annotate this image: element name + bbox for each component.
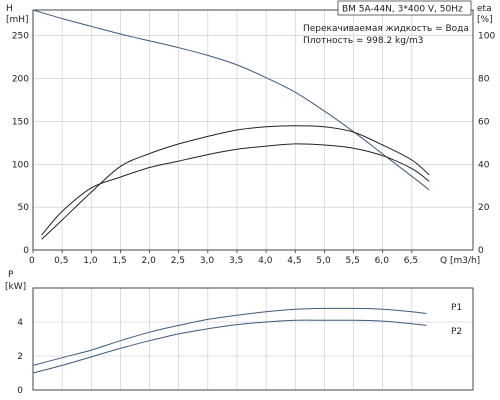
x-tick-label: 2,0 bbox=[142, 256, 157, 266]
power-curve-p1 bbox=[32, 307, 427, 366]
bottom-axes-frame bbox=[32, 287, 474, 391]
legend-p2: P2 bbox=[451, 327, 462, 337]
p-tick-label: 0 bbox=[17, 386, 23, 396]
eta-tick-label: 40 bbox=[478, 160, 490, 170]
density-annotation: Плотность = 998.2 kg/m3 bbox=[303, 36, 424, 46]
x-tick-label: 5,0 bbox=[316, 256, 331, 266]
h-tick-label: 250 bbox=[12, 32, 29, 42]
eta-tick-label: 100 bbox=[478, 32, 495, 42]
h-tick-label: 50 bbox=[18, 203, 30, 213]
model-title: BM 5A-44N, 3*400 V, 50Hz bbox=[342, 5, 463, 15]
eta-tick-label: 0 bbox=[478, 246, 484, 256]
x-tick-label: 6,5 bbox=[404, 256, 418, 266]
top-tick-labels: 0 0,5 1,0 1,5 2,0 2,5 3,0 3,5 4,0 4,5 5,0 5,5 6,0 6,5… bbox=[12, 32, 496, 266]
h-axis-unit: [mH] bbox=[6, 15, 29, 25]
h-tick-label: 200 bbox=[12, 75, 29, 85]
x-tick-label: 3,0 bbox=[200, 256, 215, 266]
h-tick-label: 0 bbox=[23, 246, 29, 256]
bottom-plot-area bbox=[33, 288, 473, 390]
p-axis-unit: [kW] bbox=[5, 282, 26, 292]
eta-axis-unit: [%] bbox=[477, 15, 493, 25]
top-plot-area bbox=[33, 10, 473, 250]
x-tick-label: 0,5 bbox=[54, 256, 68, 266]
top-grid bbox=[32, 10, 473, 251]
model-badge: BM 5A-44N, 3*400 V, 50Hz bbox=[337, 0, 472, 16]
p-tick-label: 2 bbox=[17, 352, 23, 362]
power-curve-p2 bbox=[32, 319, 427, 374]
top-series-group bbox=[32, 9, 430, 240]
eta-axis-label: eta bbox=[477, 4, 492, 14]
x-tick-label: 1,5 bbox=[112, 256, 126, 266]
p-axis-label: P bbox=[8, 270, 14, 280]
h-tick-label: 100 bbox=[12, 160, 29, 170]
x-axis-label: Q [m3/h] bbox=[440, 256, 480, 266]
x-tick-label: 4,5 bbox=[287, 256, 301, 266]
x-tick-label: 0 bbox=[29, 256, 35, 266]
head-curve bbox=[32, 9, 430, 191]
h-tick-label: 150 bbox=[12, 117, 29, 127]
efficiency-curve-2 bbox=[41, 143, 430, 236]
x-tick-label: 6,0 bbox=[375, 256, 390, 266]
top-frame-rect bbox=[32, 9, 474, 251]
x-tick-label: 3,5 bbox=[229, 256, 243, 266]
top-axes-frame bbox=[32, 9, 474, 253]
p-tick-label: 4 bbox=[17, 318, 23, 328]
eta-tick-label: 60 bbox=[478, 117, 490, 127]
x-tick-label: 1,0 bbox=[83, 256, 98, 266]
x-tick-label: 5,5 bbox=[346, 256, 360, 266]
bottom-series-group bbox=[32, 307, 427, 374]
bottom-frame-rect bbox=[32, 287, 474, 391]
legend-p1: P1 bbox=[451, 303, 462, 313]
x-tick-label: 2,5 bbox=[171, 256, 185, 266]
h-axis-label: H bbox=[6, 4, 13, 14]
x-tick-label: 4,0 bbox=[258, 256, 273, 266]
bottom-tick-labels: 0 2 4 bbox=[17, 318, 23, 396]
eta-tick-label: 80 bbox=[478, 75, 490, 85]
eta-tick-label: 20 bbox=[478, 203, 490, 213]
fluid-annotation: Перекачиваемая жидкость = Вода bbox=[303, 24, 469, 34]
